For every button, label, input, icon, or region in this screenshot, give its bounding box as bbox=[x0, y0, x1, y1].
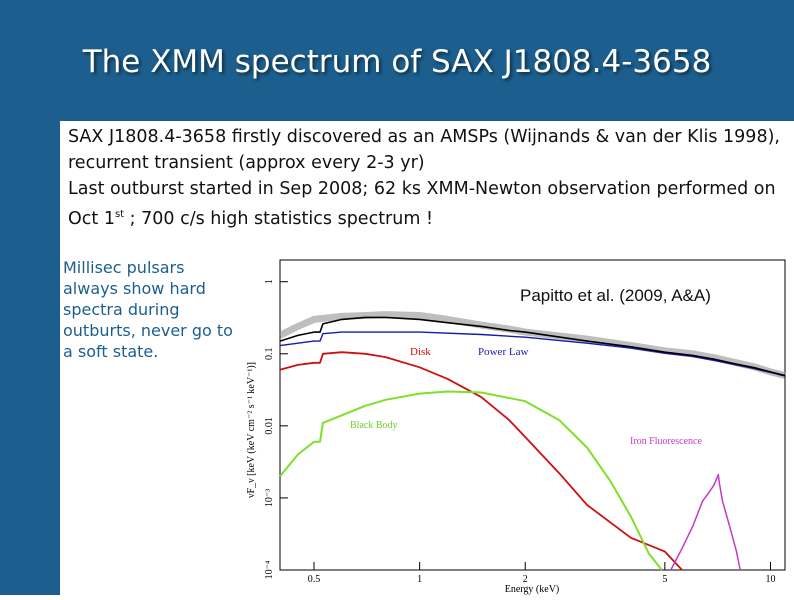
side-note: Millisec pulsars always show hard spectr… bbox=[63, 258, 233, 361]
bullet-2-text: Last outburst started in Sep 2008; 62 ks… bbox=[68, 179, 776, 229]
series-iron bbox=[670, 473, 741, 571]
series-powerlaw bbox=[279, 331, 786, 377]
bullet-2-tail: ; 700 c/s high statistics spectrum ! bbox=[124, 208, 433, 229]
x-axis-label: Energy (keV) bbox=[505, 584, 560, 595]
reference-label: Papitto et al. (2009, A&A) bbox=[520, 286, 711, 305]
bullet-1: SAX J1808.4-3658 firstly discovered as a… bbox=[68, 127, 780, 173]
annotation-disk: Disk bbox=[410, 346, 431, 358]
x-tick-label-1: 1 bbox=[417, 574, 422, 585]
x-tick-label-2: 2 bbox=[523, 574, 528, 585]
x-tick-label-0: 0.5 bbox=[308, 574, 321, 585]
y-tick-label-4: 10⁻⁴ bbox=[264, 560, 275, 579]
bullet-2: Last outburst started in Sep 2008; 62 ks… bbox=[68, 176, 788, 232]
spectrum-chart: 0.5 1 2 5 10 1 0.1 0.01 10⁻³ 10⁻⁴ Energy (keV) νF… bbox=[246, 259, 786, 595]
series-total bbox=[279, 316, 786, 377]
x-tick-label-4: 10 bbox=[765, 574, 775, 585]
annotation-blackbody: Black Body bbox=[350, 420, 398, 431]
slide-title: The XMM spectrum of SAX J1808.4-3658 bbox=[82, 44, 712, 80]
axis-ticks: 0.5 1 2 5 10 1 0.1 0.01 10⁻³ 10⁻⁴ bbox=[264, 279, 775, 585]
slide-body: SAX J1808.4-3658 firstly discovered as a… bbox=[68, 124, 788, 232]
x-tick-label-3: 5 bbox=[662, 574, 667, 585]
y-tick-label-2: 0.01 bbox=[264, 417, 275, 435]
y-tick-label-0: 1 bbox=[264, 279, 275, 284]
left-band bbox=[0, 0, 60, 595]
y-tick-label-3: 10⁻³ bbox=[264, 489, 275, 507]
series-blackbody bbox=[279, 390, 663, 571]
y-axis-label: νF_ν [keV (keV cm⁻² s⁻¹ keV⁻¹)] bbox=[246, 362, 257, 498]
series-group bbox=[278, 311, 786, 571]
series-disk bbox=[279, 351, 683, 571]
annotation-iron: Iron Fluorescence bbox=[630, 436, 702, 447]
annotation-powerlaw: Power Law bbox=[478, 346, 528, 358]
plot-frame bbox=[279, 259, 786, 571]
title-box bbox=[58, 13, 794, 121]
y-tick-label-1: 0.1 bbox=[264, 348, 275, 361]
bullet-2-superscript: st bbox=[114, 209, 125, 220]
content-area: SAX J1808.4-3658 firstly discovered as a… bbox=[60, 121, 794, 595]
series-data bbox=[278, 311, 786, 379]
spectrum-figure: 0.5 1 2 5 10 1 0.1 0.01 10⁻³ 10⁻⁴ Energy (keV) νF… bbox=[240, 255, 794, 595]
